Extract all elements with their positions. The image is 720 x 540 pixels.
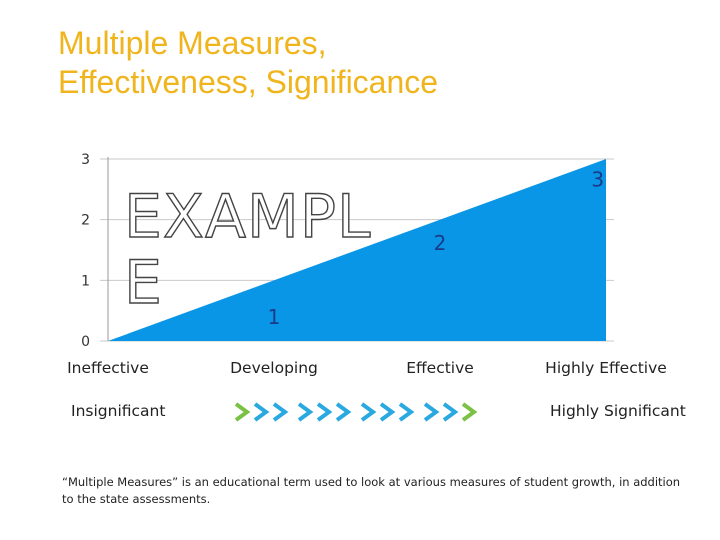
chevron-arrow-icon xyxy=(360,402,377,422)
insignificant-label: Insignificant xyxy=(71,402,166,420)
example-watermark: EXAMPLE xyxy=(123,182,372,318)
title-line-2: Effectiveness, Significance xyxy=(58,64,439,100)
chevron-arrow-icon xyxy=(316,402,333,422)
effectiveness-chart: 0 1 2 3 Ineffective Developing Effective Highly… xyxy=(67,152,667,377)
title-line-1: Multiple Measures, xyxy=(58,25,327,61)
chevron-arrow-icon xyxy=(297,402,314,422)
region-label-3: 3 xyxy=(591,167,604,191)
chevron-arrow-icon xyxy=(234,402,251,422)
chevron-arrow-icon xyxy=(379,402,396,422)
x-tick-label: Effective xyxy=(406,359,474,377)
chevron-arrow-icon xyxy=(335,402,352,422)
x-tick-label: Developing xyxy=(230,359,318,377)
chevron-arrow-icon xyxy=(253,402,270,422)
effectiveness-area xyxy=(108,159,606,341)
chevron-arrow-icon xyxy=(423,402,440,422)
arrow-strip xyxy=(234,402,477,422)
chevron-arrow-icon xyxy=(398,402,415,422)
chevron-arrow-icon xyxy=(442,402,459,422)
chevron-arrow-icon xyxy=(272,402,289,422)
x-tick-label: Highly Effective xyxy=(545,359,667,377)
y-tick-label: 3 xyxy=(81,152,90,168)
y-tick-label: 2 xyxy=(81,213,90,229)
region-label-1: 1 xyxy=(268,305,281,329)
slide-title: Multiple Measures, Effectiveness, Signif… xyxy=(58,24,438,102)
highly-significant-label: Highly Significant xyxy=(550,402,686,420)
chevron-arrow-icon xyxy=(461,402,477,422)
y-tick-label: 0 xyxy=(81,334,90,350)
y-tick-label: 1 xyxy=(81,273,90,289)
footnote: “Multiple Measures” is an educational te… xyxy=(62,475,681,506)
region-label-2: 2 xyxy=(434,231,447,255)
x-tick-label: Ineffective xyxy=(67,359,149,377)
